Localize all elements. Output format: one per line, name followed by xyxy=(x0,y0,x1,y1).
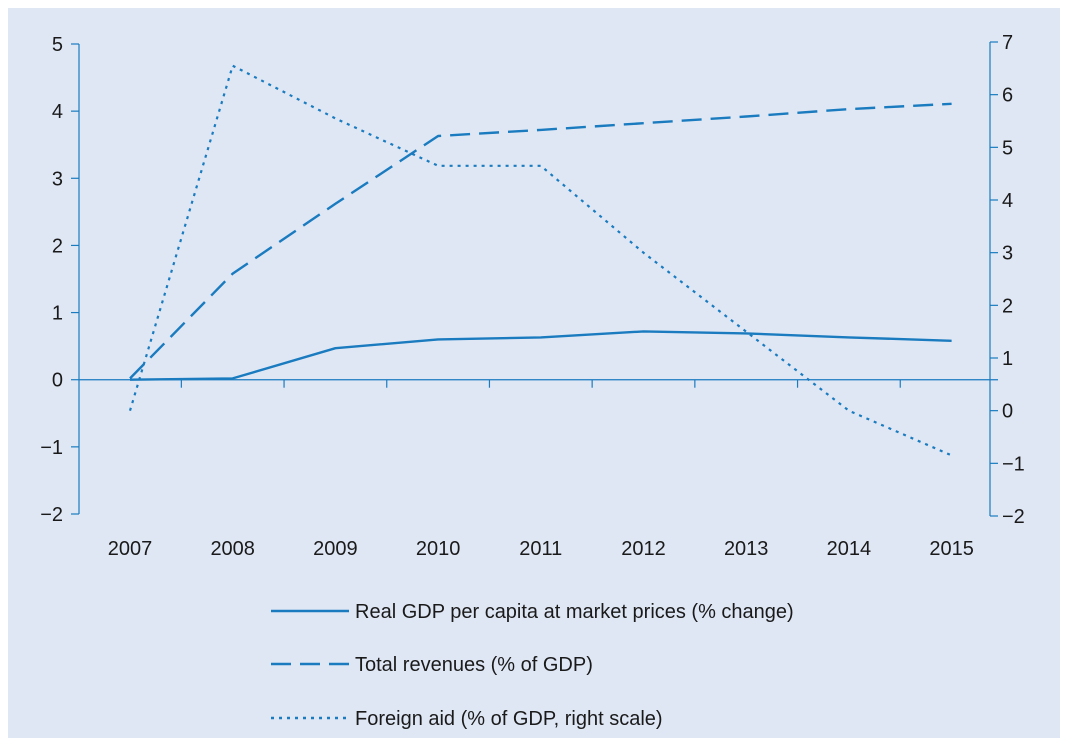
right-axis-tick-label: 6 xyxy=(1002,85,1013,107)
left-axis-tick-label: 0 xyxy=(52,370,63,392)
right-axis-tick-label: −2 xyxy=(1002,506,1025,528)
left-axis-tick-label: 5 xyxy=(52,34,63,56)
x-axis-tick-label: 2015 xyxy=(929,538,974,560)
right-axis-tick-label: 2 xyxy=(1002,295,1013,317)
series-line-dashed xyxy=(129,102,952,380)
legend-label: Foreign aid (% of GDP, right scale) xyxy=(355,708,663,730)
series-line-solid xyxy=(129,330,952,381)
chart-panel: 5 4 3 2 1 0 −1 −2 7 6 5 4 3 2 1 0 −1 −2 2007 2008 2009 2010 20… xyxy=(8,8,1060,738)
left-axis-tick-label: 4 xyxy=(52,101,63,123)
left-axis-tick-label: −2 xyxy=(40,504,63,526)
legend-label: Total revenues (% of GDP) xyxy=(355,654,593,676)
x-axis-tick-label: 2009 xyxy=(313,538,358,560)
series-lines-group xyxy=(128,64,953,457)
right-axis-tick-label: 5 xyxy=(1002,137,1013,159)
left-axis-tick-label: 2 xyxy=(52,235,63,257)
axes-group xyxy=(71,41,998,517)
x-axis-tick-label: 2010 xyxy=(416,538,461,560)
x-axis-tick-label: 2011 xyxy=(519,538,562,560)
left-axis-tick-label: −1 xyxy=(40,437,63,459)
x-axis-tick-label: 2014 xyxy=(827,538,872,560)
left-axis-tick-label: 3 xyxy=(52,168,63,190)
x-axis-tick-label: 2013 xyxy=(724,538,769,560)
right-axis-tick-label: 3 xyxy=(1002,243,1013,265)
series-line-dotted xyxy=(128,64,953,457)
left-axis-tick-label: 1 xyxy=(52,303,63,325)
legend-label: Real GDP per capita at market prices (% … xyxy=(355,601,794,623)
right-axis-tick-label: 0 xyxy=(1002,401,1013,423)
right-axis-tick-label: 7 xyxy=(1002,32,1013,54)
x-axis-tick-label: 2012 xyxy=(621,538,666,560)
right-axis-tick-label: 1 xyxy=(1002,348,1013,370)
right-axis-tick-label: −1 xyxy=(1002,453,1025,475)
chart-svg: 5 4 3 2 1 0 −1 −2 7 6 5 4 3 2 1 0 −1 −2 2007 2008 2009 2010 20… xyxy=(40,32,1025,730)
tick-labels-group: 5 4 3 2 1 0 −1 −2 7 6 5 4 3 2 1 0 −1 −2 2007 2008 2009 2010 20… xyxy=(40,32,1025,560)
legend: Real GDP per capita at market prices (% … xyxy=(271,601,794,730)
right-axis-tick-label: 4 xyxy=(1002,190,1013,212)
x-axis-tick-label: 2008 xyxy=(210,538,255,560)
x-axis-tick-label: 2007 xyxy=(108,538,153,560)
